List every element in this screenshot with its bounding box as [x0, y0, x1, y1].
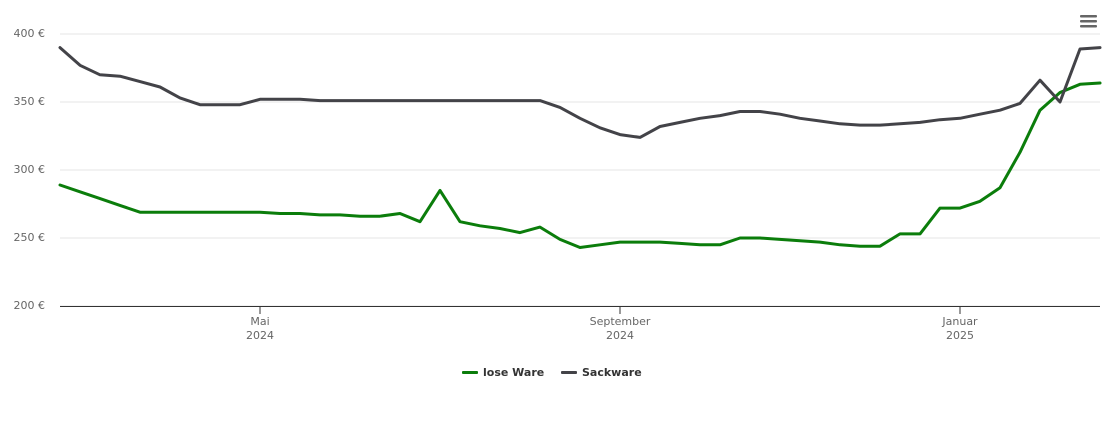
y-tick-label: 300 € [14, 163, 46, 176]
x-tick-label: Mai 2024 [246, 315, 274, 342]
legend-item[interactable]: lose Ware [462, 366, 544, 379]
x-tick-label: September 2024 [589, 315, 651, 342]
y-tick-label: 250 € [14, 231, 46, 244]
y-tick-label: 400 € [14, 27, 46, 40]
y-tick-label: 200 € [14, 299, 46, 312]
legend-label: Sackware [582, 366, 642, 379]
legend-item[interactable]: Sackware [561, 366, 642, 379]
legend-swatch [462, 371, 478, 374]
y-tick-label: 350 € [14, 95, 46, 108]
legend-swatch [561, 371, 577, 374]
legend-label: lose Ware [483, 366, 545, 379]
menu-icon[interactable] [1080, 15, 1097, 28]
series-line [58, 81, 1102, 249]
x-tick-label: Januar 2025 [942, 315, 978, 342]
series-line [58, 46, 1102, 139]
